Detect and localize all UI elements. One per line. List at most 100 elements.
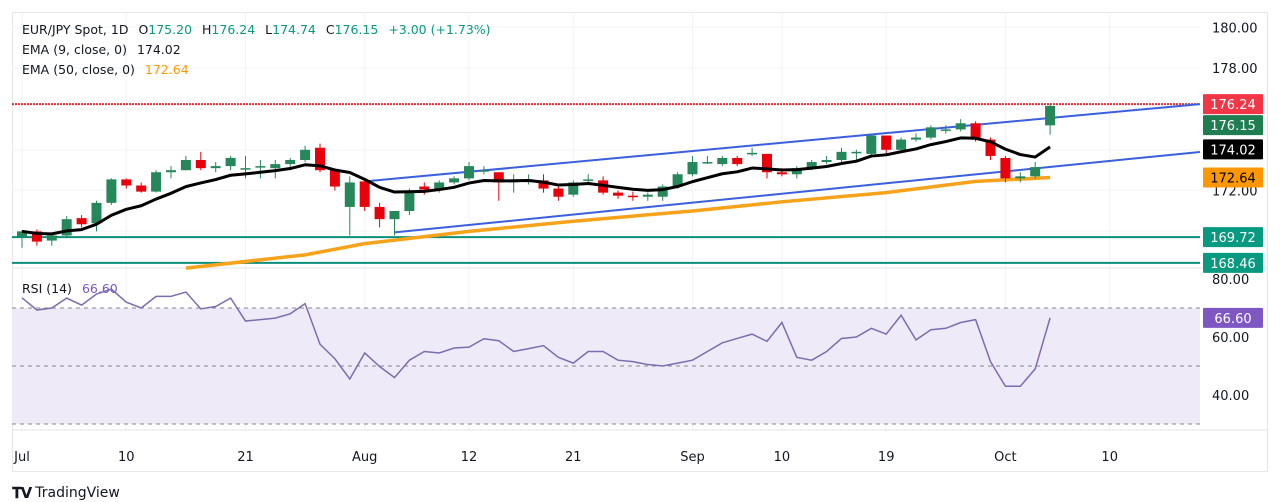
candle-body (657, 186, 668, 197)
time-tick-label: Jul (13, 450, 30, 465)
ema9-legend[interactable]: EMA (9, close, 0) 174.02 (22, 42, 187, 57)
price-label-172.64: 172.64 (1203, 167, 1263, 188)
candle (225, 155, 236, 171)
price-label-box (1203, 115, 1263, 136)
price-label-text: 174.02 (1210, 143, 1256, 158)
candle (747, 147, 758, 156)
time-tick-label: 19 (878, 450, 895, 465)
ema50-line (185, 175, 1051, 270)
ema50-legend[interactable]: EMA (50, close, 0) 172.64 (22, 62, 195, 77)
candle-body (493, 172, 504, 183)
low-label: L (265, 22, 273, 37)
candle (329, 170, 340, 191)
candle-body (538, 180, 549, 189)
candle (91, 200, 102, 232)
candle (106, 178, 117, 205)
candle-body (1030, 167, 1041, 177)
candle-body (851, 151, 862, 154)
channel-lower-line (394, 150, 1201, 234)
time-tick-label: Sep (680, 450, 705, 465)
rsi-tick-label: 80.00 (1212, 273, 1249, 288)
price-label-text: 169.72 (1210, 231, 1256, 246)
ema9-label: EMA (9, close, 0) (22, 42, 127, 57)
candle (1045, 104, 1056, 135)
candle-body (911, 137, 921, 140)
rsi-value: 66.60 (81, 281, 118, 296)
time-tick-label: 21 (237, 450, 254, 465)
price-label-text: 176.15 (1210, 119, 1256, 134)
candle-body (91, 202, 102, 224)
rsi-label-text: 66.60 (1214, 312, 1251, 327)
candle-body (553, 188, 564, 197)
price-label-174.02: 174.02 (1203, 139, 1263, 160)
candle (151, 170, 162, 193)
candle-body (31, 231, 42, 242)
candle (1000, 155, 1011, 183)
candle-body (76, 218, 87, 225)
candle-body (151, 172, 162, 192)
footer: 𝐓V TradingView (12, 484, 120, 502)
candle (389, 211, 400, 236)
candle (687, 155, 698, 177)
close-value: 176.15 (334, 22, 379, 37)
candle-body (747, 152, 758, 155)
candle (136, 182, 147, 193)
candle (300, 145, 311, 163)
candle-body (61, 219, 72, 236)
rsi-label-box (1203, 307, 1263, 328)
candle-body (1045, 105, 1056, 126)
candle-body (464, 166, 474, 179)
candle-body (925, 127, 936, 138)
ema50-value: 172.64 (144, 62, 189, 77)
candle (374, 202, 385, 228)
candle (180, 155, 191, 171)
high-label: H (202, 22, 212, 37)
candle-body (613, 192, 623, 196)
candle-body (627, 195, 638, 198)
time-tick-label: 21 (565, 450, 582, 465)
candle (315, 143, 325, 173)
candle (866, 133, 877, 156)
candle (344, 176, 355, 236)
candle-body (866, 135, 877, 154)
candle-body (717, 157, 728, 165)
candle-body (449, 178, 460, 183)
brand-name: TradingView (35, 485, 120, 501)
candle (210, 162, 221, 173)
candle (762, 153, 772, 179)
candle-body (315, 147, 325, 171)
candle (642, 192, 653, 201)
price-label-box (1203, 94, 1263, 115)
candle-body (225, 157, 236, 167)
candle (464, 162, 474, 181)
candle (195, 151, 206, 171)
rsi-legend[interactable]: RSI (14) 66.60 (22, 281, 124, 296)
open-value: 175.20 (148, 22, 193, 37)
channel-upper-line (364, 103, 1201, 183)
price-label-168.46: 168.46 (1203, 252, 1263, 273)
price-label-text: 172.64 (1210, 172, 1256, 187)
candle (17, 230, 27, 248)
price-tick-label: 180.00 (1212, 21, 1258, 36)
candle (121, 178, 132, 189)
candle-body (568, 182, 579, 195)
candle (925, 125, 936, 140)
candle (717, 155, 728, 167)
candle-body (836, 151, 847, 160)
candle-body (478, 170, 489, 172)
candle (702, 155, 713, 165)
candle-body (300, 149, 311, 160)
candle (627, 191, 638, 201)
open-label: O (138, 22, 149, 37)
price-label-176.24: 176.24 (1203, 94, 1263, 115)
candle-body (359, 181, 370, 207)
price-label-text: 176.24 (1210, 98, 1256, 113)
candle (1015, 172, 1026, 183)
candle-body (166, 170, 176, 173)
rsi-label: RSI (14) (22, 281, 72, 296)
candle-body (195, 160, 206, 169)
rsi-line (21, 288, 1051, 388)
candle-body (970, 123, 981, 140)
candle-body (702, 162, 713, 164)
